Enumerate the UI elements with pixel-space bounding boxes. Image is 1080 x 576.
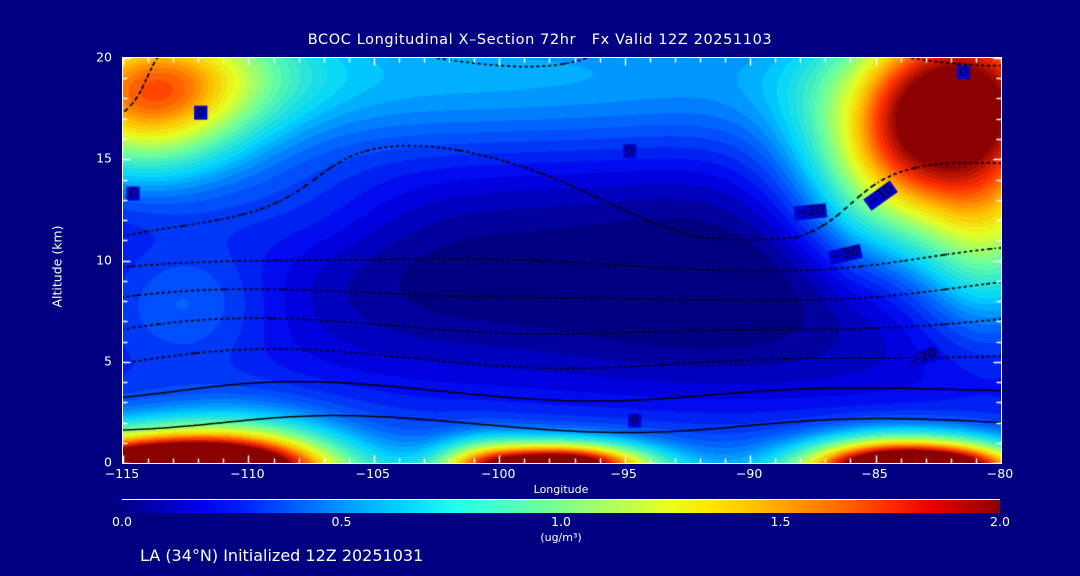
x-tick-label: −110 (230, 466, 265, 481)
y-axis-label: Altitude (km) (49, 225, 65, 308)
colorbar-tick-label: 1.0 (551, 514, 571, 529)
x-axis-label: Longitude (533, 483, 589, 496)
x-tick-label: −100 (481, 466, 516, 481)
colorbar-tick-label: 2.0 (990, 514, 1010, 529)
x-tick-label: −115 (104, 466, 140, 481)
x-tick-label: −90 (735, 466, 763, 481)
y-tick-label: 15 (96, 150, 112, 166)
x-tick-label: −95 (610, 466, 637, 481)
y-tick-label: 0 (104, 454, 112, 470)
colorbar-tick-label: 0.0 (112, 514, 132, 529)
x-tick-label: −80 (986, 466, 1014, 481)
y-tick-label: 5 (104, 353, 112, 369)
colorbar-gradient (122, 499, 1000, 513)
chart-title: BCOC Longitudinal X–Section 72hr Fx Vali… (307, 32, 773, 48)
figure-caption: LA (34°N) Initialized 12Z 20251031 (140, 546, 424, 565)
colorbar-tick-label: 1.5 (770, 514, 791, 529)
y-tick-label: 10 (96, 252, 112, 267)
plot-axes (122, 57, 1002, 464)
colorbar (122, 499, 1000, 513)
colorbar-tick-label: 0.5 (331, 514, 352, 529)
contour-fill-canvas (123, 58, 1001, 463)
colorbar-units-label: (ug/m³) (540, 531, 582, 544)
x-tick-label: −85 (861, 466, 888, 481)
x-tick-label: −105 (355, 466, 391, 481)
y-tick-label: 20 (96, 49, 112, 65)
